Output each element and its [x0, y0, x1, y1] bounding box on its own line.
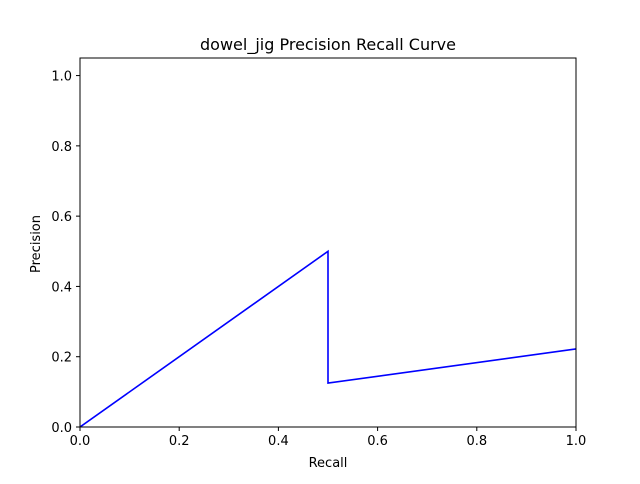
plot-area: 0.0 0.2 0.4 0.6 0.8 1.0 0.0 0.2 0.4 0.6 0.8 1.0 — [51, 57, 587, 449]
y-tick-label: 0.0 — [51, 421, 72, 436]
chart-title: dowel_jig Precision Recall Curve — [200, 35, 456, 55]
x-tick-label: 1.0 — [566, 434, 587, 449]
x-tick-label: 0.8 — [466, 434, 487, 449]
x-tick-label: 0.4 — [268, 434, 289, 449]
y-axis-label: Precision — [29, 215, 44, 273]
axes-frame — [79, 57, 577, 428]
pr-curve-line — [80, 249, 576, 427]
y-tick-label: 0.2 — [51, 351, 72, 366]
y-tick-label: 0.6 — [51, 210, 72, 225]
y-tick-label: 0.4 — [51, 280, 72, 295]
x-tick-label: 0.6 — [367, 434, 388, 449]
x-axis-label: Recall — [309, 456, 348, 471]
y-tick-label: 1.0 — [51, 70, 72, 85]
x-tick-label: 0.2 — [169, 434, 190, 449]
x-tick-label: 0.0 — [70, 434, 91, 449]
y-tick-label: 0.8 — [51, 140, 72, 155]
